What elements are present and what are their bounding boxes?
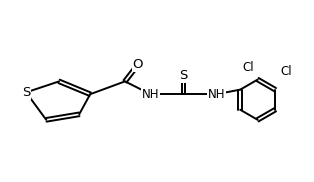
Text: NH: NH	[208, 88, 225, 101]
Text: Cl: Cl	[280, 65, 292, 78]
Text: O: O	[133, 58, 143, 71]
Text: S: S	[179, 69, 188, 82]
Text: S: S	[22, 86, 30, 99]
Text: Cl: Cl	[243, 61, 254, 74]
Text: NH: NH	[142, 88, 159, 101]
